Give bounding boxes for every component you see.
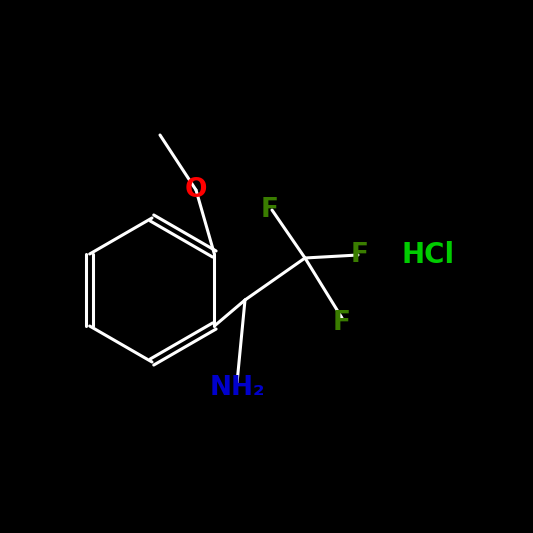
Text: F: F <box>261 197 279 223</box>
Text: HCl: HCl <box>401 241 455 269</box>
Text: F: F <box>351 242 369 268</box>
Text: NH₂: NH₂ <box>209 375 265 401</box>
Text: O: O <box>185 177 207 203</box>
Text: F: F <box>333 310 351 336</box>
